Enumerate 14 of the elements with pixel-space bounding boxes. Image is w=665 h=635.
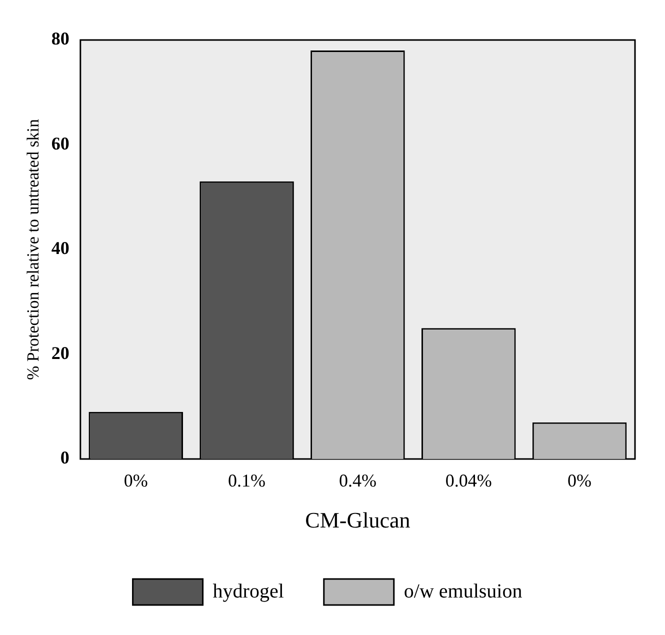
- x-tick-label: 0.1%: [228, 470, 266, 491]
- legend-label: o/w emulsuion: [404, 580, 522, 602]
- x-tick-label: 0.04%: [445, 470, 492, 491]
- x-tick-label: 0.4%: [338, 470, 376, 491]
- x-tick-label: 0%: [124, 470, 148, 491]
- y-tick-label: 40: [51, 238, 70, 258]
- x-tick-label: 0%: [568, 470, 592, 491]
- y-tick-label: 60: [51, 133, 70, 154]
- y-tick-label: 0: [60, 448, 70, 468]
- x-axis-title: CM-Glucan: [305, 508, 410, 533]
- legend-label: hydrogel: [212, 580, 284, 602]
- y-tick-label: 20: [51, 342, 70, 363]
- y-tick-label: 80: [51, 28, 70, 49]
- y-axis-title: % Protection relative to untreated skin: [24, 118, 43, 380]
